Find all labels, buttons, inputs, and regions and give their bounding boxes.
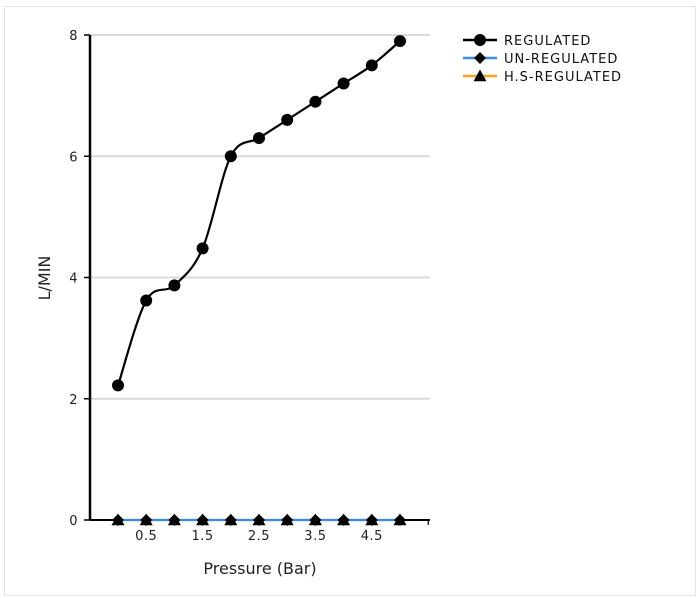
x-tick-label: 4.5 <box>361 529 383 544</box>
series-layer <box>111 35 407 526</box>
y-tick-label: 4 <box>69 272 78 287</box>
legend-label: REGULATED <box>504 34 591 49</box>
data-point <box>224 514 237 526</box>
data-point <box>309 95 322 108</box>
legend-item: UN-REGULATED <box>463 52 618 67</box>
series-line <box>116 40 401 386</box>
series-regulated <box>112 35 406 392</box>
y-axis-title: L/MIN <box>35 256 54 301</box>
data-point <box>253 132 265 145</box>
x-axis-ticks: 0.5 1.5 2.5 3.5 4.5 <box>117 520 429 544</box>
data-point <box>253 514 265 526</box>
data-point <box>140 514 153 526</box>
data-point <box>309 514 322 526</box>
data-point <box>168 279 181 292</box>
data-point <box>168 514 181 526</box>
legend: REGULATED UN-REGULATED H.S-REGULATED <box>463 34 622 85</box>
legend-marker <box>474 34 486 46</box>
series-un-regulated <box>112 514 406 526</box>
data-point <box>337 77 350 90</box>
x-tick-label: 3.5 <box>304 529 326 544</box>
x-tick-label: 1.5 <box>192 529 214 544</box>
x-tick-label: 0.5 <box>135 529 157 544</box>
data-point <box>281 113 294 126</box>
y-tick-label: 0 <box>69 514 78 529</box>
x-axis-title: Pressure (Bar) <box>203 559 316 578</box>
legend-label: H.S-REGULATED <box>504 70 622 85</box>
data-point <box>140 294 153 307</box>
data-point <box>112 379 124 392</box>
data-point <box>394 35 406 48</box>
data-point <box>365 59 378 72</box>
data-point <box>365 514 378 526</box>
legend-item: REGULATED <box>463 34 591 49</box>
y-tick-label: 8 <box>69 29 78 44</box>
data-point <box>337 514 350 526</box>
y-tick-label: 2 <box>69 393 78 408</box>
y-tick-label: 6 <box>69 150 78 165</box>
data-point <box>196 242 209 255</box>
chart-frame <box>4 6 696 596</box>
legend-marker <box>473 69 487 82</box>
legend-item: H.S-REGULATED <box>463 69 622 85</box>
data-point <box>196 514 209 526</box>
legend-label: UN-REGULATED <box>504 52 618 67</box>
data-point <box>281 514 294 526</box>
x-tick-label: 2.5 <box>248 529 270 544</box>
gridlines <box>90 34 430 400</box>
data-point <box>112 514 124 526</box>
y-axis-ticks: 0 2 4 6 8 <box>69 29 90 529</box>
data-point <box>224 150 237 163</box>
data-point <box>394 514 406 526</box>
legend-marker <box>474 52 486 64</box>
